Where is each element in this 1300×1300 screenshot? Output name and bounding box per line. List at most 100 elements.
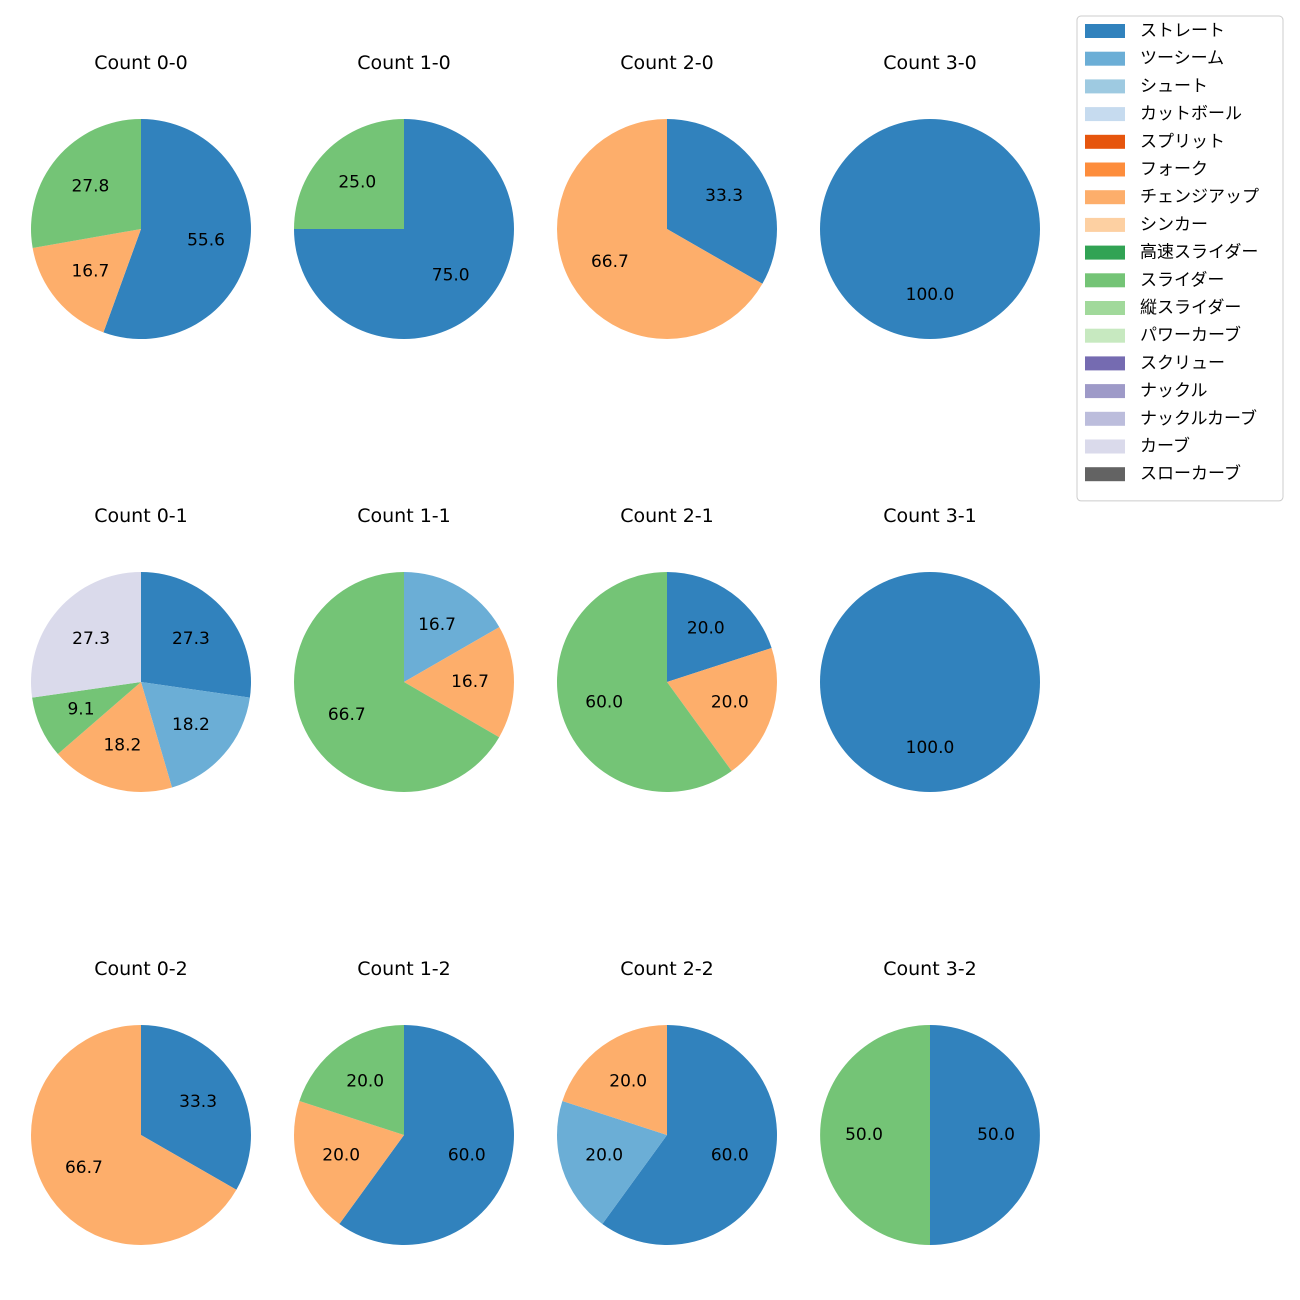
pie-title: Count 2-2	[620, 958, 714, 980]
pie-chart: Count 3-0 100.0	[820, 52, 1040, 339]
legend-label: パワーカーブ	[1140, 325, 1241, 346]
slice-percent-label: 50.0	[845, 1125, 883, 1145]
pie-chart: Count 2-1 20.0 20.0 60.0	[557, 505, 778, 793]
legend-label: スローカーブ	[1140, 463, 1241, 484]
legend-label: 高速スライダー	[1140, 243, 1258, 263]
pie-slice	[820, 119, 1040, 339]
pie-title: Count 3-0	[883, 52, 977, 74]
legend-swatch	[1085, 107, 1125, 122]
pie-slice	[32, 682, 142, 755]
slice-percent-label: 18.2	[103, 735, 141, 755]
legend-swatch	[1085, 411, 1125, 426]
slice-percent-label: 20.0	[609, 1072, 647, 1092]
pie-chart: Count 0-0 55.6 16.7 27.8	[30, 52, 252, 339]
pie-slice	[141, 682, 250, 788]
pie-slice	[667, 572, 772, 682]
legend-swatch	[1085, 328, 1125, 343]
legend-swatch	[1085, 134, 1125, 149]
legend-swatch	[1085, 356, 1125, 371]
pie-slice	[562, 1025, 667, 1135]
pie-chart: Count 3-1 100.0	[820, 505, 1040, 792]
pie-title: Count 2-1	[620, 505, 714, 527]
pie-chart: Count 0-2 33.3 66.7	[31, 958, 252, 1245]
pie-title: Count 1-1	[357, 505, 451, 527]
slice-percent-label: 60.0	[711, 1145, 749, 1165]
legend-swatch	[1085, 190, 1125, 205]
slice-percent-label: 20.0	[585, 1145, 623, 1165]
slice-percent-label: 66.7	[65, 1158, 103, 1178]
pie-slice	[103, 119, 252, 339]
legend-label: シュート	[1140, 76, 1208, 96]
pie-slice	[32, 229, 141, 333]
slice-percent-label: 16.7	[418, 615, 456, 635]
pie-chart: Count 3-2 50.0 50.0	[820, 958, 1040, 1245]
pie-slice	[404, 627, 515, 738]
slice-percent-label: 60.0	[585, 692, 623, 712]
legend-swatch	[1085, 301, 1125, 315]
pie-slice	[141, 572, 251, 698]
pie-title: Count 3-1	[883, 505, 977, 527]
pie-slice	[30, 118, 142, 249]
legend: ストレートツーシームシュートカットボールスプリットフォークチェンジアップシンカー…	[1076, 15, 1284, 502]
legend-label: スライダー	[1140, 270, 1224, 290]
slice-percent-label: 27.3	[72, 629, 110, 649]
legend-label: 縦スライダー	[1140, 298, 1241, 318]
slice-percent-label: 27.3	[172, 629, 210, 649]
pie-title: Count 0-0	[94, 52, 188, 74]
legend-swatch	[1085, 24, 1125, 38]
legend-swatch	[1085, 51, 1125, 66]
slice-percent-label: 16.7	[71, 261, 109, 281]
legend-label: スクリュー	[1140, 353, 1225, 373]
pie-slice	[820, 1025, 930, 1245]
pie-slice	[294, 572, 500, 792]
slice-percent-label: 33.3	[705, 186, 743, 206]
slice-percent-label: 50.0	[977, 1125, 1015, 1145]
slice-percent-label: 16.7	[451, 672, 489, 692]
pie-chart: Count 1-1 16.7 16.7 66.7	[294, 505, 515, 792]
pie-slice	[557, 119, 763, 339]
legend-frame	[1076, 15, 1284, 502]
pie-slice	[930, 1025, 1040, 1245]
pie-title: Count 1-0	[357, 52, 451, 74]
pie-slice	[299, 1025, 404, 1135]
legend-label: カットボール	[1140, 104, 1242, 124]
legend-label: ストレート	[1140, 21, 1225, 41]
legend-label: ナックル	[1140, 381, 1208, 401]
slice-percent-label: 20.0	[346, 1072, 384, 1092]
pie-chart: Count 2-0 33.3 66.7	[557, 52, 778, 339]
legend-label: スプリット	[1140, 132, 1225, 152]
slice-percent-label: 25.0	[338, 172, 376, 192]
legend-label: シンカー	[1140, 215, 1208, 235]
legend-swatch	[1085, 439, 1125, 454]
pie-chart: Count 2-2 60.0 20.0 20.0	[556, 958, 777, 1245]
legend-label: ナックルカーブ	[1140, 408, 1257, 429]
pie-slice	[557, 572, 732, 793]
pie-title: Count 0-2	[94, 958, 188, 980]
pie-title: Count 0-1	[94, 505, 188, 527]
pie-slice	[602, 1025, 777, 1245]
slice-percent-label: 55.6	[187, 230, 225, 250]
slice-percent-label: 100.0	[906, 738, 955, 758]
legend-label: フォーク	[1140, 160, 1208, 180]
pie-chart: Count 1-0 75.0 25.0	[294, 52, 514, 339]
legend-swatch	[1085, 384, 1125, 399]
pie-slice	[339, 1025, 514, 1245]
slice-percent-label: 60.0	[448, 1145, 486, 1165]
slice-percent-label: 66.7	[328, 705, 366, 725]
pie-slice	[820, 572, 1040, 792]
pie-slice	[31, 1025, 237, 1245]
pie-slice	[31, 572, 142, 698]
slice-percent-label: 27.8	[71, 177, 109, 197]
pie-slice	[141, 1025, 252, 1190]
pie-chart: Count 0-1 27.3 18.2 18.2 9.1 27.3	[31, 505, 251, 792]
legend-label: ツーシーム	[1140, 49, 1224, 69]
legend-swatch	[1085, 245, 1125, 260]
legend-swatch	[1085, 273, 1125, 288]
pie-slice	[556, 1101, 667, 1224]
legend-swatch	[1085, 217, 1125, 232]
slice-percent-label: 20.0	[322, 1145, 360, 1165]
legend-label: チェンジアップ	[1140, 187, 1259, 207]
pie-slice	[57, 682, 172, 792]
